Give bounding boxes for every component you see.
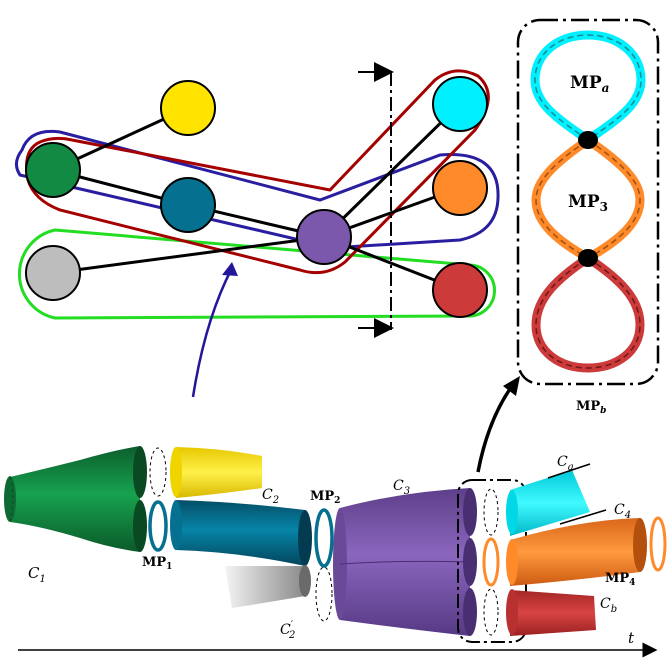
tube-c3-end-3 [463, 588, 477, 636]
tube-c2 [176, 447, 262, 498]
tube-c3-seam [339, 560, 471, 565]
tube-ca-guide [547, 463, 591, 479]
pointer-arrowhead [222, 262, 238, 276]
loop-cyan-dash [534, 34, 642, 141]
label-mp4: MP4 [605, 571, 635, 588]
tube-teal-end [298, 510, 312, 566]
label-c3: C3 [393, 478, 410, 497]
mp1-gap-top [149, 447, 167, 497]
junction-bottom [578, 249, 598, 267]
tube-c4-start [506, 539, 518, 585]
tube-cb-start [506, 589, 518, 635]
tube-c2-prime-end [299, 565, 311, 597]
tube-ca [510, 470, 590, 536]
label-c1: C1 [28, 564, 46, 585]
node-orange [432, 160, 488, 216]
node-teal [160, 177, 216, 233]
tube-c3 [340, 488, 470, 636]
tube-c4-end [633, 518, 647, 572]
mp-ring-orange [482, 537, 500, 587]
tube-c4 [510, 518, 640, 586]
label-mp1: MP1 [142, 555, 172, 572]
time-label: t [628, 629, 635, 647]
loop-red-dash [535, 257, 641, 369]
tube-c1 [10, 446, 140, 552]
node-yellow [160, 80, 216, 136]
node-red [432, 262, 488, 318]
zoom-arrow [476, 384, 514, 473]
label-c4: C4 [614, 502, 631, 521]
pipeline: t C1 MP1 C2 C′ 2 MP2 C3 Ca C4 MP4 Cb [4, 446, 667, 658]
label-mp-b: MPb [576, 399, 606, 416]
edge-purple-cyan [322, 102, 462, 239]
node-cyan [432, 76, 488, 132]
tube-c1-left-end [4, 476, 16, 522]
hyperedge-blue [15, 129, 500, 250]
mp-figure: MPa MP3 MPb [476, 18, 660, 473]
tube-c3-end-2 [463, 538, 477, 586]
cut-marker [358, 62, 394, 338]
tube-c2-prime [225, 566, 305, 608]
junction-top [578, 131, 598, 149]
mp2-ring [314, 508, 334, 568]
tube-cb [510, 590, 596, 636]
label-ca: Ca [557, 454, 574, 473]
tube-c2-end [170, 447, 182, 497]
tube-c1-end-bottom [133, 500, 147, 552]
tube-c4-guide [559, 509, 607, 525]
tube-teal-start [170, 500, 182, 550]
edge-gray-purple [52, 235, 325, 275]
label-c2-prime: C′ 2 [280, 620, 295, 641]
zoom-arrowhead [503, 376, 520, 396]
mp-gap-1 [483, 488, 499, 536]
label-mp-a: MPa [570, 73, 609, 95]
mp2-gap [315, 566, 333, 622]
node-gray [25, 245, 81, 301]
mp-gap-3 [483, 588, 499, 636]
mp-box [516, 18, 660, 386]
label-c2: C2 [262, 487, 279, 506]
tube-ca-start [506, 490, 518, 534]
mp4-ring [649, 516, 667, 572]
pointer-arrow [191, 267, 234, 398]
hyperedge-green [17, 228, 496, 320]
label-cb: Cb [600, 596, 617, 615]
mp1-ring [148, 500, 168, 552]
tube-c1-end-top [133, 446, 147, 498]
loop-red [531, 252, 645, 373]
tube-teal [176, 500, 305, 566]
node-purple [296, 209, 352, 265]
hypergraph [15, 62, 500, 398]
tube-c3-end-1 [463, 488, 477, 536]
node-green [25, 142, 81, 198]
label-mp2: MP2 [310, 489, 340, 506]
label-mp-3: MP3 [568, 192, 608, 214]
